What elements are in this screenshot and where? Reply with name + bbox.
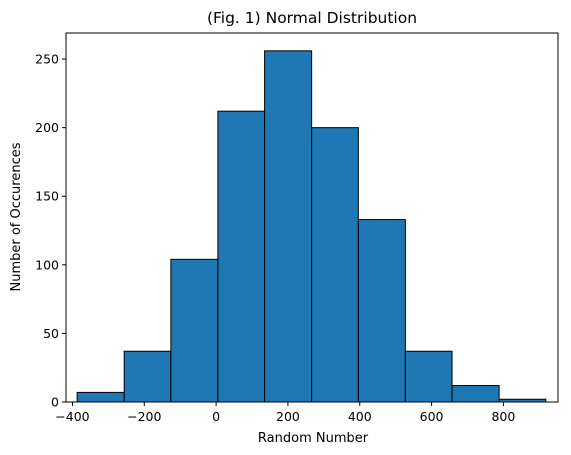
x-tick-label: 800	[491, 409, 515, 424]
x-tick-label: 600	[420, 409, 444, 424]
y-tick-label: 0	[51, 395, 59, 410]
y-axis-label: Number of Occurences	[9, 142, 24, 291]
histogram-bar-6	[357, 219, 406, 403]
x-axis-label: Random Number	[258, 431, 369, 446]
plot-area-frame	[65, 32, 559, 403]
x-tick-label: 400	[348, 409, 372, 424]
histogram-bar-1	[123, 350, 172, 403]
histogram-bar-2	[170, 258, 219, 403]
histogram-bars	[76, 50, 547, 403]
x-tick-label: 0	[212, 409, 220, 424]
y-tick-label: 250	[35, 52, 59, 67]
chart-title: (Fig. 1) Normal Distribution	[207, 9, 417, 27]
y-axis: 0 50 100 150 200 250	[35, 52, 66, 410]
y-tick-label: 200	[35, 120, 59, 135]
histogram-bar-8	[451, 385, 500, 403]
x-tick-label: −200	[127, 409, 161, 424]
histogram-bar-5	[311, 127, 359, 403]
x-axis: −400 −200 0 200 400 600 800	[55, 402, 515, 424]
y-tick-label: 150	[35, 189, 59, 204]
histogram-bar-0	[76, 391, 125, 403]
y-tick-label: 100	[35, 257, 59, 272]
histogram-bar-3	[217, 110, 266, 403]
histogram-bar-4	[264, 50, 313, 403]
x-tick-label: −400	[55, 409, 89, 424]
histogram-bar-7	[404, 350, 453, 403]
y-tick-label: 50	[43, 326, 59, 341]
x-tick-label: 200	[276, 409, 300, 424]
